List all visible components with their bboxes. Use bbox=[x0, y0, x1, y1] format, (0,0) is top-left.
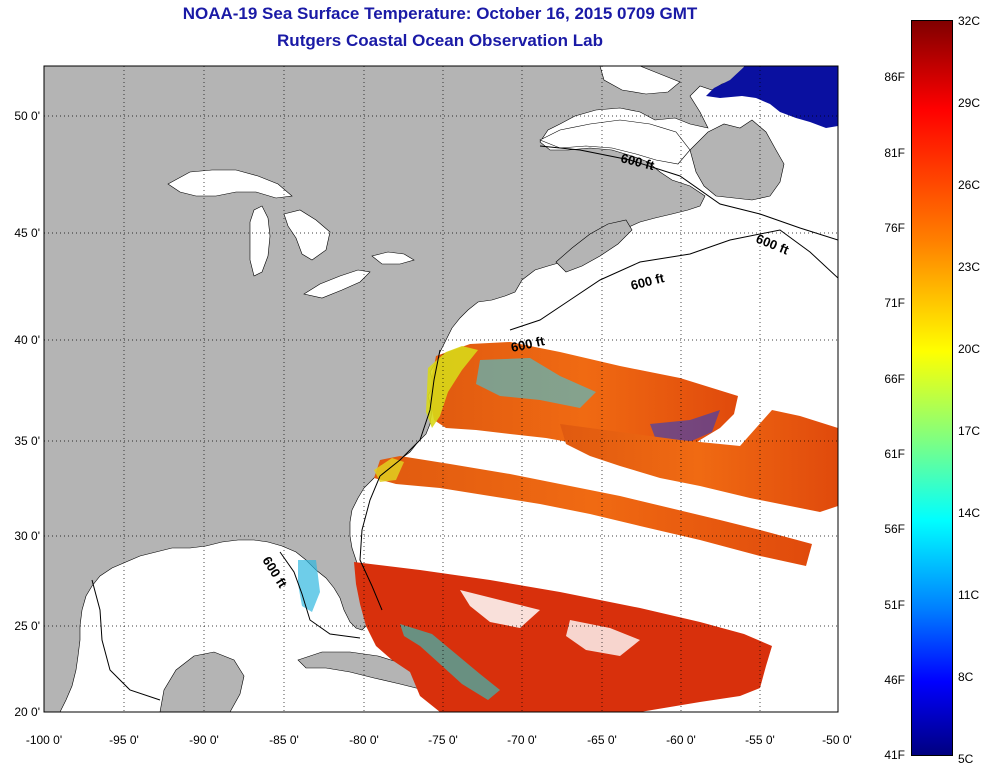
lon-label: -75 0' bbox=[428, 733, 458, 747]
colorbar-celsius-label: 14C bbox=[958, 506, 981, 520]
colorbar-fahrenheit-label: 41F bbox=[884, 748, 905, 762]
lat-label: 20 0' bbox=[14, 705, 40, 719]
lake-ontario bbox=[371, 251, 415, 265]
sst-swath-south-cloud bbox=[460, 590, 540, 628]
lake-erie bbox=[303, 269, 371, 299]
colorbar-celsius-label: 29C bbox=[958, 96, 981, 110]
sst-swath-north-coastal-cool bbox=[426, 346, 478, 428]
colorbar-fahrenheit-label: 71F bbox=[884, 296, 905, 310]
hudson-water bbox=[599, 66, 681, 95]
lat-label: 40 0' bbox=[14, 333, 40, 347]
sst-swath-south-cloud2 bbox=[566, 620, 640, 656]
lake-superior bbox=[167, 169, 293, 199]
st-lawrence-gulf bbox=[539, 119, 691, 165]
sst-labrador-cold bbox=[706, 66, 838, 128]
graticule bbox=[44, 66, 838, 712]
sst-swath-middle bbox=[374, 456, 812, 566]
lon-label: -95 0' bbox=[109, 733, 139, 747]
sst-swath-north-cool-patches bbox=[476, 358, 596, 408]
sst-bahamas-cool bbox=[400, 624, 500, 700]
isobath-label: 600 ft bbox=[510, 333, 547, 355]
colorbar-celsius-label: 23C bbox=[958, 260, 981, 274]
colorbar-celsius-label: 8C bbox=[958, 670, 974, 684]
map-title: NOAA-19 Sea Surface Temperature: October… bbox=[182, 4, 698, 23]
land-nova-scotia bbox=[555, 219, 633, 273]
lat-label: 30 0' bbox=[14, 529, 40, 543]
colorbar-fahrenheit-label: 81F bbox=[884, 146, 905, 160]
colorbar-celsius-label: 32C bbox=[958, 14, 981, 28]
colorbar-fahrenheit-label: 61F bbox=[884, 447, 905, 461]
lon-label: -85 0' bbox=[269, 733, 299, 747]
colorbar-fahrenheit-label: 46F bbox=[884, 673, 905, 687]
lake-michigan bbox=[249, 205, 271, 277]
lat-label: 45 0' bbox=[14, 226, 40, 240]
lat-label: 35 0' bbox=[14, 434, 40, 448]
colorbar-celsius-label: 17C bbox=[958, 424, 981, 438]
colorbar-celsius-label: 5C bbox=[958, 752, 974, 766]
colorbar-fahrenheit-label: 51F bbox=[884, 598, 905, 612]
colorbar-celsius-label: 26C bbox=[958, 178, 981, 192]
lon-label: -100 0' bbox=[25, 733, 63, 747]
map-subtitle: Rutgers Coastal Ocean Observation Lab bbox=[277, 31, 603, 50]
colorbar-celsius-label: 20C bbox=[958, 342, 981, 356]
colorbar-fahrenheit-label: 86F bbox=[884, 70, 905, 84]
colorbar-celsius-label: 11C bbox=[958, 588, 980, 602]
isobath-600ft bbox=[91, 145, 838, 701]
lat-label: 25 0' bbox=[14, 619, 40, 633]
lon-label: -65 0' bbox=[587, 733, 617, 747]
lon-label: -70 0' bbox=[507, 733, 537, 747]
lat-label: 50 0' bbox=[14, 109, 40, 123]
land-yucatan bbox=[159, 651, 245, 712]
lon-label: -50 0' bbox=[822, 733, 852, 747]
colorbar-fahrenheit-label: 76F bbox=[884, 221, 905, 235]
lon-label: -80 0' bbox=[349, 733, 379, 747]
map-frame bbox=[43, 65, 839, 713]
sst-swath-middle-coastal bbox=[374, 458, 404, 482]
sst-swath-east bbox=[560, 410, 838, 512]
lon-label: -60 0' bbox=[666, 733, 696, 747]
colorbar-fahrenheit-label: 56F bbox=[884, 522, 905, 536]
lon-label: -90 0' bbox=[189, 733, 219, 747]
land-newfoundland bbox=[689, 119, 785, 201]
sst-swath-north-blue bbox=[650, 410, 720, 446]
lon-label: -55 0' bbox=[745, 733, 775, 747]
temperature-colorbar bbox=[911, 20, 953, 756]
colorbar-fahrenheit-label: 66F bbox=[884, 372, 905, 386]
lake-huron bbox=[283, 209, 331, 261]
